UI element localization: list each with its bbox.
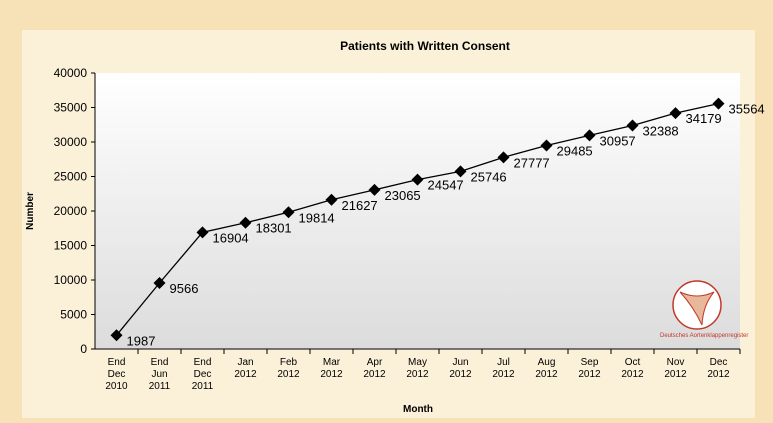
data-label: 18301 [256, 221, 292, 236]
data-label: 29485 [557, 144, 593, 159]
marker [669, 107, 682, 120]
marker [583, 129, 596, 142]
x-tick-label: End Dec 2011 [192, 357, 214, 392]
data-label: 30957 [600, 133, 636, 148]
x-tick-label: End Dec 2010 [105, 357, 128, 392]
x-tick-label: Feb 2012 [277, 357, 300, 380]
data-label: 21627 [342, 198, 378, 213]
y-tick-label: 30000 [54, 135, 88, 149]
y-tick-label: 35000 [54, 101, 88, 115]
x-tick-label: Mar 2012 [320, 357, 343, 380]
marker [325, 193, 338, 206]
marker [368, 183, 381, 196]
data-label: 16904 [213, 230, 249, 245]
chart-title: Patients with Written Consent [340, 39, 510, 53]
marker [626, 119, 639, 132]
marker [282, 206, 295, 219]
x-tick-label: Sep 2012 [578, 357, 601, 380]
x-tick-label: Jan 2012 [234, 357, 257, 380]
y-tick-label: 20000 [54, 204, 88, 218]
x-tick-label: Nov 2012 [664, 357, 687, 380]
data-label: 27777 [514, 155, 550, 170]
marker [497, 151, 510, 164]
data-label: 32388 [643, 124, 679, 139]
x-tick-label: Jul 2012 [492, 357, 515, 380]
data-label: 23065 [385, 188, 421, 203]
logo: Deutsches Aortenklappenregister [660, 280, 748, 339]
x-tick-label: End Jun 2011 [149, 357, 171, 392]
marker [196, 226, 209, 239]
y-tick-label: 0 [80, 342, 87, 356]
y-tick-label: 25000 [54, 170, 88, 184]
data-label: 24547 [428, 178, 464, 193]
y-axis-label: Number [25, 192, 36, 230]
marker [712, 97, 725, 110]
y-tick-label: 5000 [60, 308, 87, 322]
marker [153, 276, 166, 289]
data-label: 34179 [686, 111, 722, 126]
y-tick-label: 10000 [54, 273, 88, 287]
plot-area [95, 73, 740, 349]
marker [239, 216, 252, 229]
x-tick-label: Aug 2012 [535, 357, 558, 380]
logo-text: Deutsches Aortenklappenregister [660, 333, 748, 339]
x-tick-label: Jun 2012 [449, 357, 472, 380]
x-tick-label: May 2012 [406, 357, 429, 380]
y-tick-label: 15000 [54, 239, 88, 253]
marker [454, 165, 467, 178]
data-label: 19814 [299, 210, 335, 225]
data-label: 35564 [729, 102, 765, 117]
data-label: 1987 [127, 333, 156, 348]
x-axis-label: Month [403, 404, 433, 415]
x-tick-label: Dec 2012 [707, 357, 730, 380]
data-label: 9566 [170, 281, 199, 296]
marker [110, 329, 123, 342]
x-tick-label: Oct 2012 [621, 357, 644, 380]
y-tick-label: 40000 [54, 66, 88, 80]
data-label: 25746 [471, 169, 507, 184]
x-tick-label: Apr 2012 [363, 357, 386, 380]
marker [540, 139, 553, 152]
marker [411, 173, 424, 186]
